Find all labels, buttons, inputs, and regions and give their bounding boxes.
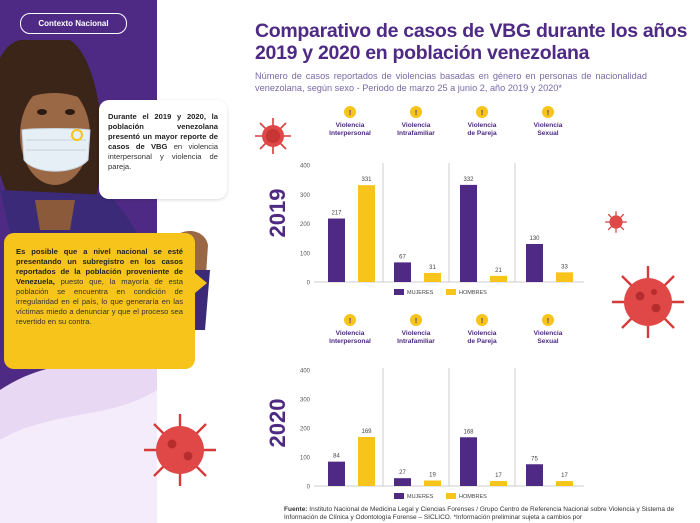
legend-label: HOMBRES <box>459 494 487 500</box>
y-tick-label: 100 <box>300 251 311 257</box>
legend-label: MUJERES <box>407 290 434 296</box>
bar-hombres <box>358 436 375 486</box>
category-label: de Pareja <box>467 338 497 345</box>
page-title: Comparativo de casos de VBG durante los … <box>255 20 688 64</box>
data-label: 33 <box>561 264 568 270</box>
virus-icon <box>144 414 216 486</box>
category-label: Sexual <box>537 130 558 137</box>
category-label: Violencia <box>402 122 431 129</box>
bar-mujeres <box>460 184 477 282</box>
category-label: Intrafamiliar <box>397 130 435 137</box>
category-label: Interpersonal <box>329 130 371 137</box>
bar-mujeres <box>526 464 543 486</box>
callout-subregistro: Es posible que a nivel nacional se esté … <box>4 233 207 369</box>
data-label: 217 <box>331 211 342 217</box>
bar-mujeres <box>394 262 411 282</box>
virus-icon <box>612 266 684 338</box>
legend-swatch <box>394 289 404 295</box>
alert-icon <box>542 314 554 326</box>
legend-swatch <box>446 493 456 499</box>
bar-hombres <box>424 272 441 282</box>
y-tick-label: 200 <box>300 427 311 433</box>
y-tick-label: 0 <box>307 485 311 491</box>
bar-hombres <box>424 480 441 486</box>
alert-icon-glyph: ! <box>349 318 351 325</box>
alert-icon <box>410 106 422 118</box>
category-label: Violencia <box>534 122 563 129</box>
legend-swatch <box>394 493 404 499</box>
data-label: 130 <box>529 236 540 242</box>
data-label: 169 <box>361 429 372 435</box>
y-tick-label: 300 <box>300 193 311 199</box>
y-tick-label: 300 <box>300 398 311 404</box>
category-label: Violencia <box>534 330 563 337</box>
bar-hombres <box>490 481 507 486</box>
alert-icon <box>410 314 422 326</box>
data-label: 84 <box>333 454 340 460</box>
bar-mujeres <box>328 218 345 282</box>
y-tick-label: 100 <box>300 456 311 462</box>
alert-icon-glyph: ! <box>547 110 549 117</box>
category-label: Violencia <box>336 330 365 337</box>
data-label: 331 <box>361 177 372 183</box>
bar-mujeres <box>394 478 411 486</box>
alert-icon <box>344 106 356 118</box>
bar-hombres <box>556 481 573 486</box>
y-tick-label: 200 <box>300 222 311 228</box>
category-label: Violencia <box>402 330 431 337</box>
bar-hombres <box>556 272 573 282</box>
legend-label: MUJERES <box>407 494 434 500</box>
y-tick-label: 0 <box>307 281 311 287</box>
page-subtitle: Número de casos reportados de violencias… <box>255 71 647 93</box>
alert-icon <box>476 314 488 326</box>
category-label: de Pareja <box>467 130 497 137</box>
bar-mujeres <box>526 243 543 282</box>
source-note: Fuente: Instituto Nacional de Medicina L… <box>284 506 675 521</box>
y-tick-label: 400 <box>300 164 311 170</box>
callout-2019-2020: Durante el 2019 y 2020, la población ven… <box>99 100 227 199</box>
year-label-2019: 2019 <box>265 188 290 238</box>
alert-icon-glyph: ! <box>481 110 483 117</box>
alert-icon-glyph: ! <box>349 110 351 117</box>
category-label: Violencia <box>468 330 497 337</box>
bar-mujeres <box>328 461 345 486</box>
data-label: 168 <box>463 429 474 435</box>
data-label: 332 <box>463 177 474 183</box>
section-tag: Contexto Nacional <box>20 13 127 34</box>
virus-icon <box>605 211 627 233</box>
alert-icon-glyph: ! <box>481 318 483 325</box>
data-label: 21 <box>495 268 502 274</box>
bar-hombres <box>490 275 507 282</box>
data-label: 17 <box>495 473 502 479</box>
category-label: Interpersonal <box>329 338 371 345</box>
y-tick-label: 400 <box>300 369 311 375</box>
bar-charts: 0100200300400!ViolenciaInterpersonal2173… <box>300 106 584 500</box>
data-label: 17 <box>561 473 568 479</box>
legend-label: HOMBRES <box>459 290 487 296</box>
data-label: 27 <box>399 470 406 476</box>
data-label: 67 <box>399 254 406 260</box>
data-label: 31 <box>429 265 436 271</box>
category-label: Intrafamiliar <box>397 338 435 345</box>
alert-icon-glyph: ! <box>415 318 417 325</box>
alert-icon-glyph: ! <box>415 110 417 117</box>
alert-icon-glyph: ! <box>547 318 549 325</box>
alert-icon <box>344 314 356 326</box>
bar-hombres <box>358 185 375 282</box>
data-label: 75 <box>531 456 538 462</box>
data-label: 19 <box>429 472 436 478</box>
year-label-2020: 2020 <box>265 398 290 448</box>
alert-icon <box>476 106 488 118</box>
alert-icon <box>542 106 554 118</box>
virus-icon <box>255 118 291 154</box>
category-label: Violencia <box>336 122 365 129</box>
category-label: Sexual <box>537 338 558 345</box>
category-label: Violencia <box>468 122 497 129</box>
decorative-swoosh <box>0 340 157 523</box>
legend-swatch <box>446 289 456 295</box>
bar-mujeres <box>460 437 477 486</box>
